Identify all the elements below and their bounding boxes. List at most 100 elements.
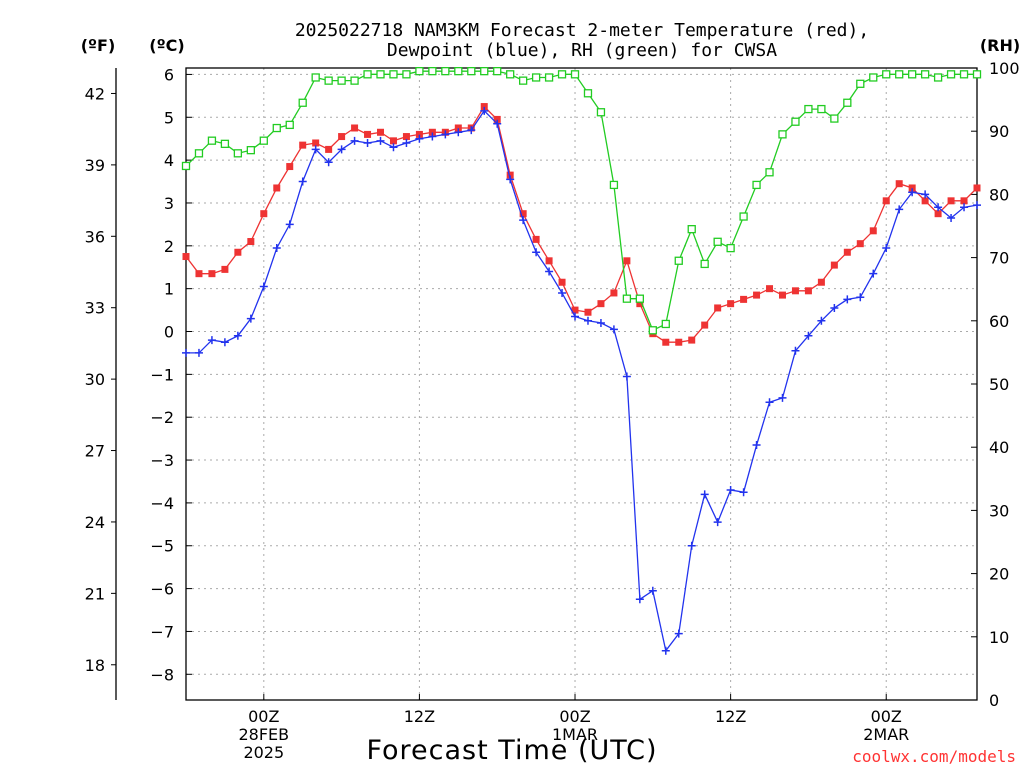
- rh-point: [674, 256, 683, 265]
- rh-point: [817, 104, 826, 114]
- dewpoint-point: [246, 314, 255, 323]
- temperature-point: [934, 210, 942, 218]
- rh-point: [972, 70, 982, 79]
- temperature-point: [221, 265, 229, 273]
- rh-point: [726, 243, 735, 253]
- dewpoint-point: [908, 188, 917, 197]
- rh-point: [661, 319, 670, 329]
- celsius-tick-label: 3: [164, 194, 174, 213]
- rh-point: [220, 139, 230, 148]
- rh-point: [570, 70, 580, 79]
- rh-point: [363, 70, 372, 79]
- rh-point: [246, 146, 255, 155]
- rh-point: [778, 130, 787, 139]
- plot-frame: [185, 67, 978, 701]
- x-tick-label: 2025: [243, 743, 284, 762]
- temperature-point: [195, 270, 203, 278]
- rh-point: [648, 326, 657, 335]
- dewpoint-point: [506, 175, 515, 184]
- rh-point: [843, 98, 852, 107]
- series-rh: [181, 67, 982, 335]
- celsius-tick-label: 2: [164, 237, 174, 256]
- celsius-tick-label: 1: [164, 280, 174, 299]
- rh-point: [920, 70, 930, 79]
- temperature-point: [830, 261, 838, 269]
- rh-tick-label: 80: [989, 185, 1009, 204]
- dewpoint-point: [830, 303, 839, 312]
- dewpoint-point: [493, 119, 502, 128]
- temperature-point: [714, 304, 722, 312]
- x-tick-label: 2MAR: [863, 725, 909, 744]
- celsius-tick-label: 5: [164, 108, 174, 127]
- dewpoint-point: [285, 220, 294, 229]
- dewpoint-point: [687, 541, 696, 550]
- rh-line: [185, 70, 977, 332]
- celsius-tick-label: −6: [150, 580, 174, 599]
- celsius-tick-label: 0: [164, 323, 174, 342]
- temperature-point: [247, 238, 255, 246]
- temperature-point: [804, 287, 812, 295]
- dewpoint-point: [402, 138, 411, 147]
- rh-point: [337, 76, 346, 85]
- dewpoint-point: [454, 128, 463, 137]
- temperature-point: [597, 300, 605, 308]
- fahrenheit-tick-label: 33: [85, 299, 105, 318]
- rh-point: [181, 161, 191, 171]
- dewpoint-point: [765, 398, 774, 407]
- dewpoint-point: [194, 348, 203, 357]
- rh-point: [687, 225, 696, 234]
- temperature-point: [389, 137, 397, 145]
- rh-point: [622, 294, 632, 303]
- rh-tick-label: 70: [989, 249, 1009, 268]
- x-tick-label: 12Z: [715, 707, 746, 726]
- dewpoint-point: [921, 190, 930, 199]
- celsius-tick-label: −8: [150, 665, 174, 684]
- credit-text: coolwx.com/models: [852, 747, 1016, 766]
- rh-point: [804, 104, 813, 114]
- temperature-point: [299, 141, 307, 149]
- series-dewpoint: [182, 107, 981, 655]
- temperature-point: [208, 270, 216, 278]
- dewpoint-point: [571, 312, 580, 321]
- rh-point: [285, 120, 294, 130]
- rh-point: [830, 114, 839, 123]
- rh-point: [207, 136, 217, 145]
- rh-point: [713, 237, 722, 246]
- chart-subtitle: Dewpoint (blue), RH (green) for CWSA: [387, 40, 777, 61]
- temperature-point: [740, 295, 748, 303]
- dewpoint-point: [207, 336, 216, 345]
- temperature-point: [584, 308, 592, 316]
- dewpoint-point: [519, 216, 528, 225]
- celsius-tick-label: 4: [164, 151, 174, 170]
- dewpoint-point: [350, 136, 359, 145]
- temperature-point: [908, 184, 916, 192]
- rh-point: [415, 67, 424, 76]
- dewpoint-point: [648, 586, 657, 595]
- rh-point: [376, 70, 385, 79]
- rh-point: [583, 89, 593, 98]
- dewpoint-point: [661, 646, 670, 655]
- rh-tick-label: 30: [989, 501, 1009, 520]
- fahrenheit-tick-label: 39: [85, 156, 105, 175]
- temperature-point: [675, 338, 683, 346]
- dewpoint-point: [674, 629, 683, 638]
- temperature-point: [402, 133, 410, 141]
- x-tick-label: 00Z: [559, 707, 590, 726]
- rh-tick-label: 40: [989, 438, 1009, 457]
- temperature-point: [351, 124, 359, 132]
- celsius-tick-label: −4: [150, 494, 174, 513]
- temperature-point: [377, 128, 385, 136]
- celsius-tick-label: −5: [150, 537, 174, 556]
- dewpoint-point: [947, 213, 956, 222]
- rh-point: [869, 73, 878, 82]
- dewpoint-point: [376, 136, 385, 145]
- dewpoint-point: [609, 325, 618, 334]
- rh-point: [454, 67, 463, 76]
- temperature-point: [662, 338, 670, 346]
- rh-tick-label: 90: [989, 122, 1009, 141]
- dewpoint-point: [804, 331, 813, 340]
- data-series: [181, 67, 982, 655]
- rh-point: [298, 98, 307, 107]
- dewpoint-point: [869, 269, 878, 278]
- temperature-point: [895, 180, 903, 188]
